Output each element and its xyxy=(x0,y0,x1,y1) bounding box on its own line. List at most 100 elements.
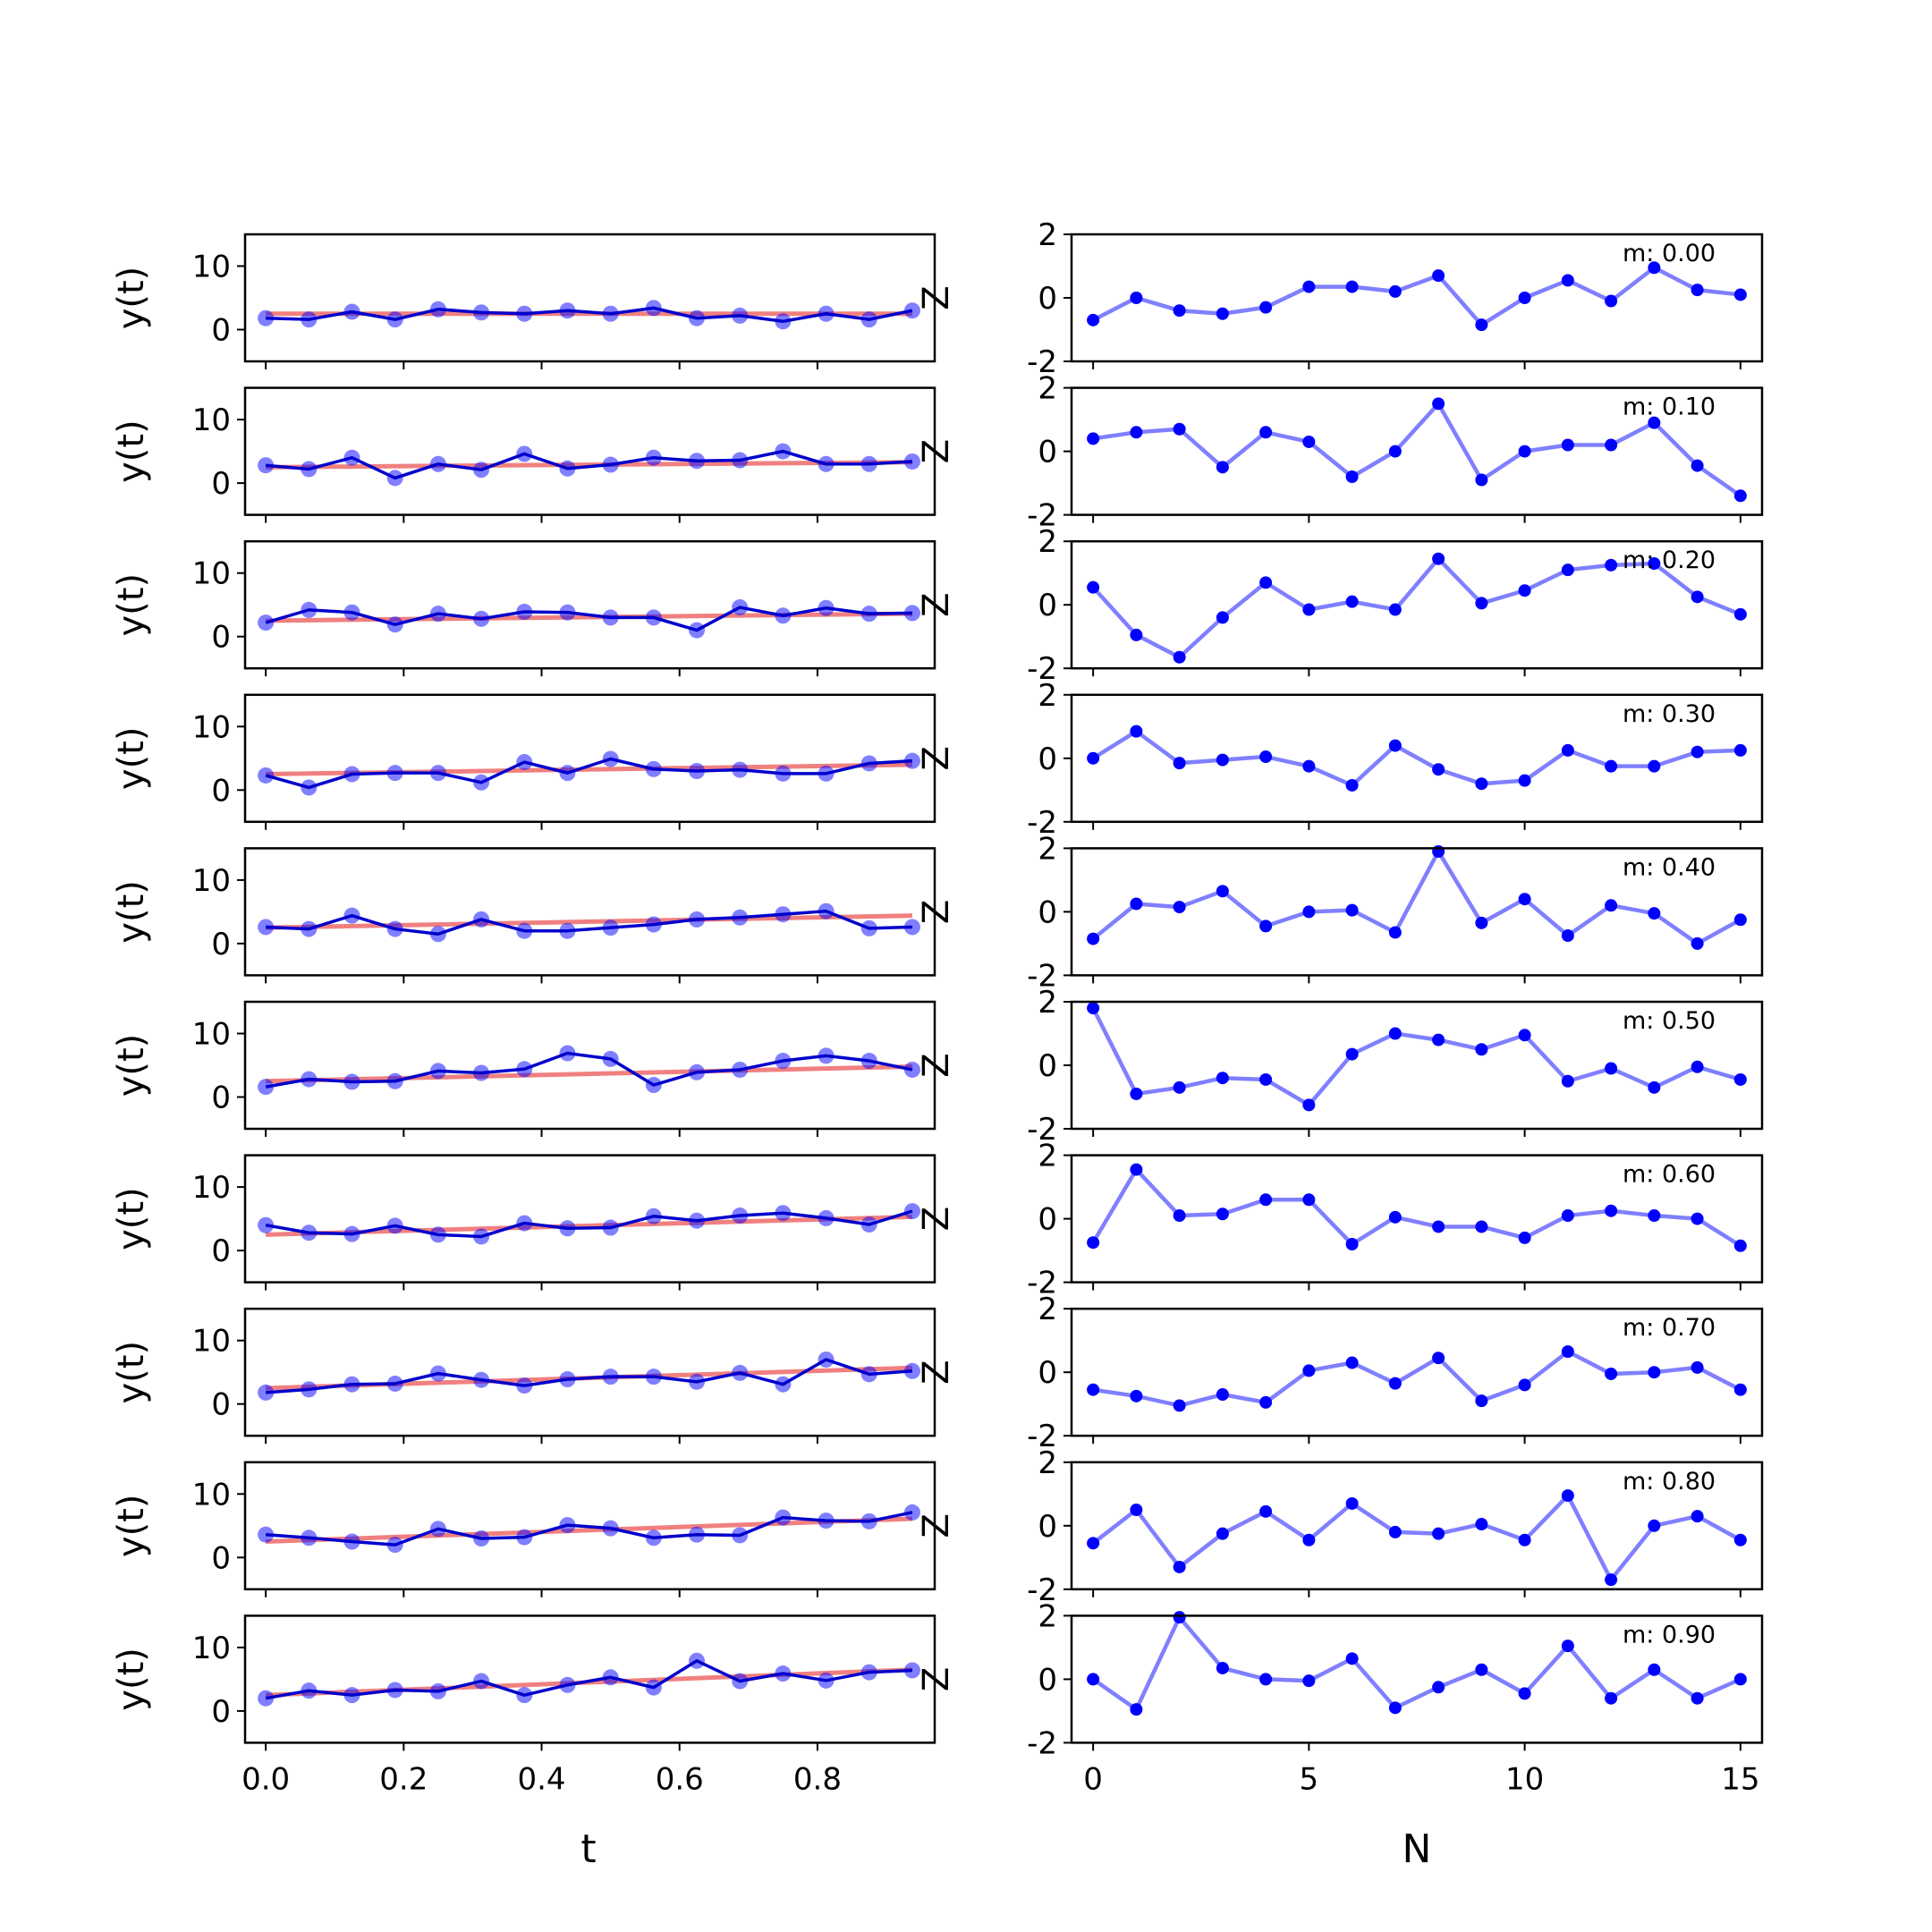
residual-point xyxy=(1302,905,1316,919)
residual-point xyxy=(1130,628,1143,641)
x-tick-label: 5 xyxy=(1300,1761,1319,1797)
residual-point xyxy=(1345,1652,1359,1665)
residual-point xyxy=(1130,1163,1143,1176)
residual-point xyxy=(1302,1674,1316,1688)
y-tick-label: 0 xyxy=(211,1080,231,1116)
m-annotation: m: 0.30 xyxy=(1623,700,1716,728)
residual-point xyxy=(1173,422,1186,436)
y-tick-label: 0 xyxy=(1038,1355,1057,1391)
y-tick-label: 0 xyxy=(1038,281,1057,317)
left-panel-0: 0 10 y(t) xyxy=(111,233,936,369)
residual-point xyxy=(1345,1238,1359,1250)
residual-point xyxy=(1561,564,1574,577)
residual-point xyxy=(1561,438,1574,452)
residual-point xyxy=(1605,1367,1618,1380)
left-axes-frame xyxy=(243,386,936,516)
z-axis-label: Z xyxy=(916,900,957,924)
residual-point xyxy=(1216,885,1229,898)
residual-point xyxy=(1259,1395,1273,1409)
left-panel-4: 0 10 y(t) xyxy=(111,847,936,984)
y-tick-label: -2 xyxy=(1027,1112,1057,1148)
residual-point xyxy=(1173,1209,1186,1223)
residual-point xyxy=(1259,1673,1273,1686)
residual-line xyxy=(1091,1493,1741,1582)
right-panel-1: -2 0 2 m: 0.10 Z xyxy=(916,371,1764,534)
right-plot-area xyxy=(1072,1155,1762,1283)
trend-line xyxy=(266,1516,913,1545)
residual-point xyxy=(1733,288,1747,301)
residual-point xyxy=(1130,897,1143,911)
residual-point xyxy=(1259,750,1273,764)
residual-point xyxy=(1173,304,1186,318)
y-tick-label: 10 xyxy=(192,250,231,285)
left-plot-area xyxy=(245,1002,935,1129)
left-panel-6: 0 10 y(t) xyxy=(111,1154,936,1291)
y-axis-label: y(t) xyxy=(111,419,152,483)
residual-point xyxy=(1216,461,1229,474)
x-tick-label: 0.2 xyxy=(379,1761,428,1797)
residual-point xyxy=(1648,416,1661,429)
y-axis-label: y(t) xyxy=(111,1495,152,1558)
z-axis-label: Z xyxy=(916,1513,957,1538)
residual-line xyxy=(1091,1614,1741,1712)
left-axes-frame xyxy=(243,233,936,363)
y-tick-label: 2 xyxy=(1038,831,1057,867)
right-panel-9: -2 0 2 0 5 10 15 m: 0.90 Z xyxy=(916,1598,1764,1797)
right-panel-8: -2 0 2 m: 0.80 Z xyxy=(916,1445,1764,1608)
data-line xyxy=(266,1358,913,1394)
residual-point xyxy=(1518,445,1531,458)
trend-line xyxy=(266,913,912,930)
y-axis-label: y(t) xyxy=(111,267,152,330)
residual-point xyxy=(1130,292,1143,304)
residual-point xyxy=(1475,473,1488,487)
y-axis-label: y(t) xyxy=(111,573,152,637)
residual-line xyxy=(1091,556,1741,660)
residual-point xyxy=(1259,919,1273,933)
y-tick-label: -2 xyxy=(1027,1266,1057,1301)
residual-point xyxy=(1475,777,1488,791)
residual-point xyxy=(1518,292,1531,304)
trend-line xyxy=(266,1063,912,1084)
residual-point xyxy=(1130,1504,1143,1517)
y-tick-label: 2 xyxy=(1038,1139,1057,1174)
residual-line xyxy=(1091,1167,1742,1248)
residual-point xyxy=(1648,1209,1661,1223)
residual-point xyxy=(1518,1533,1531,1546)
y-tick-label: 10 xyxy=(192,1017,231,1053)
right-panel-7: -2 0 2 m: 0.70 Z xyxy=(916,1292,1764,1454)
residual-point xyxy=(1087,1383,1100,1396)
residual-point xyxy=(1561,1640,1574,1653)
residual-point xyxy=(1733,743,1747,757)
z-axis-label: Z xyxy=(916,285,957,309)
residual-point xyxy=(1388,739,1402,752)
residual-point xyxy=(1518,1687,1531,1700)
residual-point xyxy=(1087,1673,1100,1686)
left-axes-frame xyxy=(243,1000,936,1131)
y-tick-label: 2 xyxy=(1038,1598,1057,1634)
y-tick-label: 0 xyxy=(211,620,231,656)
residual-point xyxy=(1302,1364,1316,1377)
y-tick-label: -2 xyxy=(1027,498,1057,534)
residual-point xyxy=(1302,1193,1316,1207)
data-line xyxy=(265,606,912,632)
residual-point xyxy=(1259,1072,1273,1086)
right-panel-4: -2 0 2 m: 0.40 Z xyxy=(916,831,1764,994)
y-tick-label: 0 xyxy=(1038,435,1057,470)
left-plot-area xyxy=(245,694,935,822)
residual-point xyxy=(1733,1239,1747,1252)
y-tick-label: 0 xyxy=(1038,894,1057,930)
z-axis-label: Z xyxy=(916,1360,957,1384)
residual-point xyxy=(1475,916,1488,929)
residual-point xyxy=(1087,1236,1100,1250)
residual-point xyxy=(1518,1029,1531,1042)
residual-point xyxy=(1345,1047,1359,1061)
residual-point xyxy=(1087,432,1100,445)
x-tick-label: 0.8 xyxy=(793,1761,842,1797)
residual-point xyxy=(1130,1389,1143,1402)
residual-point xyxy=(1690,1510,1704,1523)
y-axis-label: y(t) xyxy=(111,727,152,791)
residual-point xyxy=(1518,893,1531,906)
residual-point xyxy=(1388,1701,1402,1715)
residual-point xyxy=(1733,1673,1747,1686)
y-tick-label: -2 xyxy=(1027,651,1057,687)
